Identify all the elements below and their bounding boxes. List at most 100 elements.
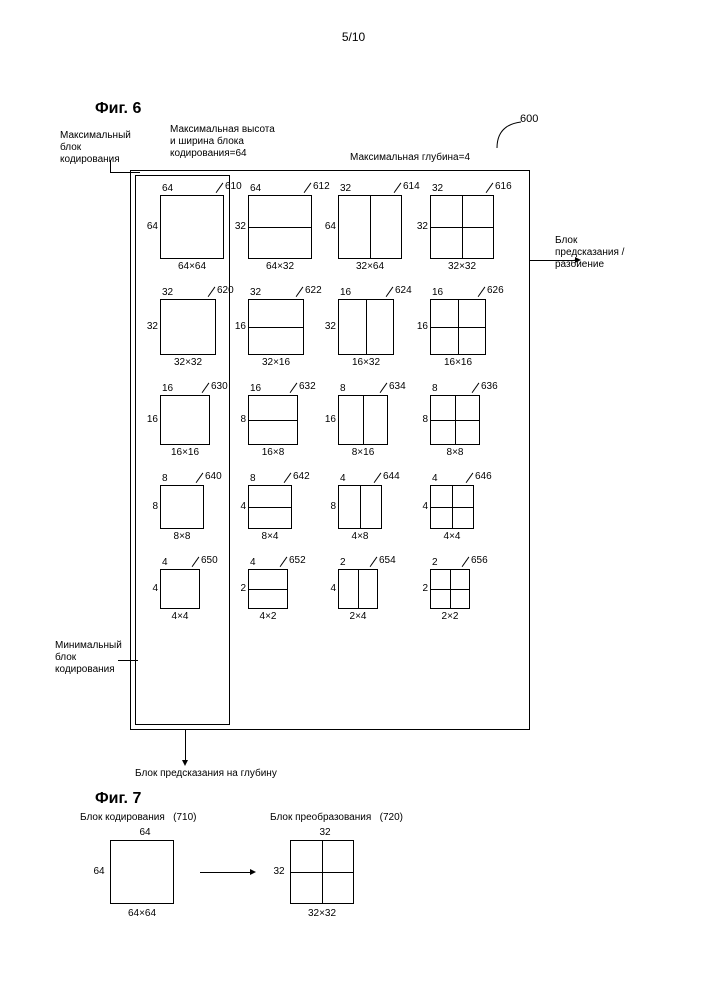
- block-square: [160, 299, 216, 355]
- ref-label: 642: [293, 471, 319, 482]
- bottom-label: 4×2: [248, 611, 288, 622]
- ref-label: 656: [471, 555, 497, 566]
- split-v: [360, 486, 361, 528]
- curve-600: [495, 120, 523, 150]
- fig7-right-lh: 32: [270, 866, 288, 877]
- ref-label: 650: [201, 555, 227, 566]
- bottom-label: 16×8: [248, 447, 298, 458]
- top-width-label: 4: [340, 473, 364, 484]
- top-width-label: 64: [250, 183, 274, 194]
- bottom-label: 16×16: [430, 357, 486, 368]
- top-width-label: 8: [340, 383, 364, 394]
- block-square: [430, 485, 474, 529]
- left-height-label: 4: [230, 501, 246, 512]
- split-h: [249, 227, 311, 228]
- block-square: [160, 395, 210, 445]
- block-square: [160, 485, 204, 529]
- bottom-label: 32×32: [430, 261, 494, 272]
- top-width-label: 32: [250, 287, 274, 298]
- block-square: [430, 395, 480, 445]
- left-height-label: 16: [412, 321, 428, 332]
- split-v: [363, 396, 364, 444]
- block-square: [338, 395, 388, 445]
- leader-maxblock-h: [110, 172, 140, 173]
- ref-label: 630: [211, 381, 237, 392]
- left-height-label: 64: [320, 221, 336, 232]
- bottom-label: 8×8: [160, 531, 204, 542]
- ref-label: 654: [379, 555, 405, 566]
- top-width-label: 64: [162, 183, 186, 194]
- left-height-label: 32: [142, 321, 158, 332]
- split-v: [366, 300, 367, 354]
- ref-label: 646: [475, 471, 501, 482]
- block-square: [338, 195, 402, 259]
- page-number: 5/10: [0, 30, 707, 44]
- top-width-label: 4: [432, 473, 456, 484]
- max-depth-label: Максимальная глубина=4: [350, 152, 470, 164]
- split-v: [452, 486, 453, 528]
- ref-label: 612: [313, 181, 339, 192]
- top-width-label: 4: [162, 557, 186, 568]
- left-height-label: 16: [230, 321, 246, 332]
- top-width-label: 16: [340, 287, 364, 298]
- transform-block-ref: (720): [380, 812, 403, 823]
- bottom-label: 16×32: [338, 357, 394, 368]
- bottom-label: 4×8: [338, 531, 382, 542]
- top-width-label: 2: [432, 557, 456, 568]
- left-height-label: 2: [412, 583, 428, 594]
- block-square: [430, 569, 470, 609]
- block-square: [338, 299, 394, 355]
- top-width-label: 32: [162, 287, 186, 298]
- bottom-label: 2×4: [338, 611, 378, 622]
- fig7-right-tw: 32: [310, 827, 340, 838]
- pred-depth-label: Блок предсказания на глубину: [135, 768, 277, 780]
- split-v: [450, 570, 451, 608]
- split-v: [358, 570, 359, 608]
- left-height-label: 4: [142, 583, 158, 594]
- left-height-label: 4: [320, 583, 336, 594]
- block-square: [248, 195, 312, 259]
- fig7-title: Фиг. 7: [95, 790, 141, 808]
- ref-label: 634: [389, 381, 415, 392]
- bottom-label: 64×64: [160, 261, 224, 272]
- left-height-label: 4: [412, 501, 428, 512]
- ref-label: 614: [403, 181, 429, 192]
- left-height-label: 16: [320, 414, 336, 425]
- split-v: [455, 396, 456, 444]
- top-width-label: 8: [250, 473, 274, 484]
- fig7-left-lh: 64: [90, 866, 108, 877]
- split-h: [249, 420, 297, 421]
- left-height-label: 64: [142, 221, 158, 232]
- fig6-title: Фиг. 6: [95, 100, 141, 118]
- split-v: [462, 196, 463, 258]
- top-width-label: 16: [250, 383, 274, 394]
- bottom-label: 8×16: [338, 447, 388, 458]
- bottom-label: 2×2: [430, 611, 470, 622]
- fig7-right-bl: 32×32: [290, 908, 354, 919]
- block-square: [160, 569, 200, 609]
- left-height-label: 8: [230, 414, 246, 425]
- block-square: [430, 299, 486, 355]
- max-block-label: Максимальный блок кодирования: [60, 130, 131, 166]
- bottom-label: 32×32: [160, 357, 216, 368]
- block-square: [248, 569, 288, 609]
- fig7-left-square: [110, 840, 174, 904]
- transform-block-label: Блок преобразования (720): [270, 812, 403, 824]
- split-h: [249, 589, 287, 590]
- bottom-label: 64×32: [248, 261, 312, 272]
- coding-block-text: Блок кодирования: [80, 812, 165, 823]
- ref-label: 620: [217, 285, 243, 296]
- left-height-label: 8: [412, 414, 428, 425]
- split-h: [249, 327, 303, 328]
- ref-label: 636: [481, 381, 507, 392]
- split-v: [458, 300, 459, 354]
- bottom-label: 8×4: [248, 531, 292, 542]
- coding-block-ref: (710): [173, 812, 196, 823]
- top-width-label: 8: [162, 473, 186, 484]
- block-square: [160, 195, 224, 259]
- leader-minblock: [118, 660, 138, 661]
- top-width-label: 8: [432, 383, 456, 394]
- ref-label: 626: [487, 285, 513, 296]
- ref-label: 624: [395, 285, 421, 296]
- bottom-label: 32×16: [248, 357, 304, 368]
